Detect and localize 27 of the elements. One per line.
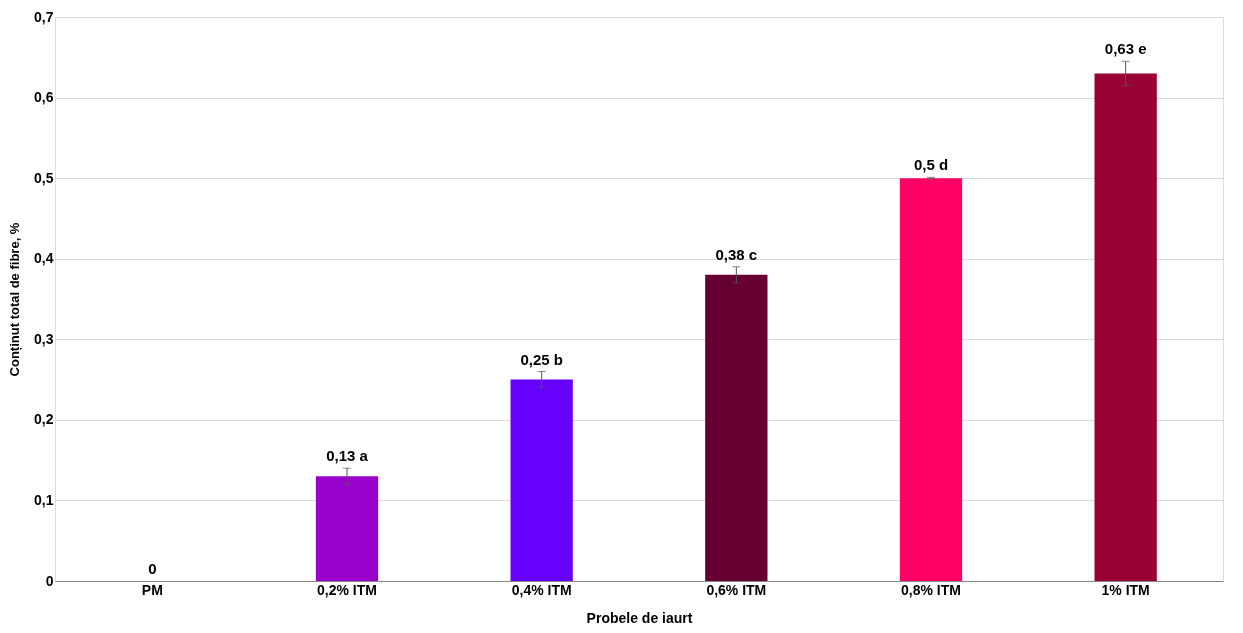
bar: [1094, 73, 1157, 581]
y-tick-label: 0,5: [34, 169, 54, 186]
data-label: 0,63 e: [1104, 40, 1147, 58]
y-tick-label: 0,1: [34, 491, 54, 508]
y-tick-label: 0: [45, 572, 54, 589]
y-tick-label: 0,7: [34, 8, 54, 25]
x-axis-title: Probele de iaurt: [586, 609, 693, 626]
data-label: 0,13 a: [326, 447, 369, 465]
data-label: 0,25 b: [520, 350, 563, 368]
bar: [705, 274, 768, 581]
y-axis-title: Conținut total de fibre, %: [7, 222, 23, 377]
y-tick-label: 0,3: [34, 330, 54, 347]
y-tick-label: 0,2: [34, 411, 54, 428]
data-label: 0,38 c: [715, 245, 758, 263]
data-label: 0,5 d: [913, 156, 949, 174]
x-tick-label: 0,4% ITM: [511, 581, 572, 598]
bar: [315, 476, 379, 581]
x-tick-label: 0,8% ITM: [901, 581, 961, 598]
x-tick-label: 1% ITM: [1101, 581, 1150, 598]
data-label: 0: [148, 560, 157, 577]
x-tick-label: 0,6% ITM: [706, 581, 767, 598]
y-tick-label: 0,6: [34, 89, 54, 106]
bar: [510, 379, 573, 581]
y-tick-label: 0,4: [34, 250, 54, 267]
x-tick-label: PM: [141, 581, 163, 598]
bar: [899, 178, 963, 581]
x-tick-label: 0,2% ITM: [317, 581, 377, 598]
